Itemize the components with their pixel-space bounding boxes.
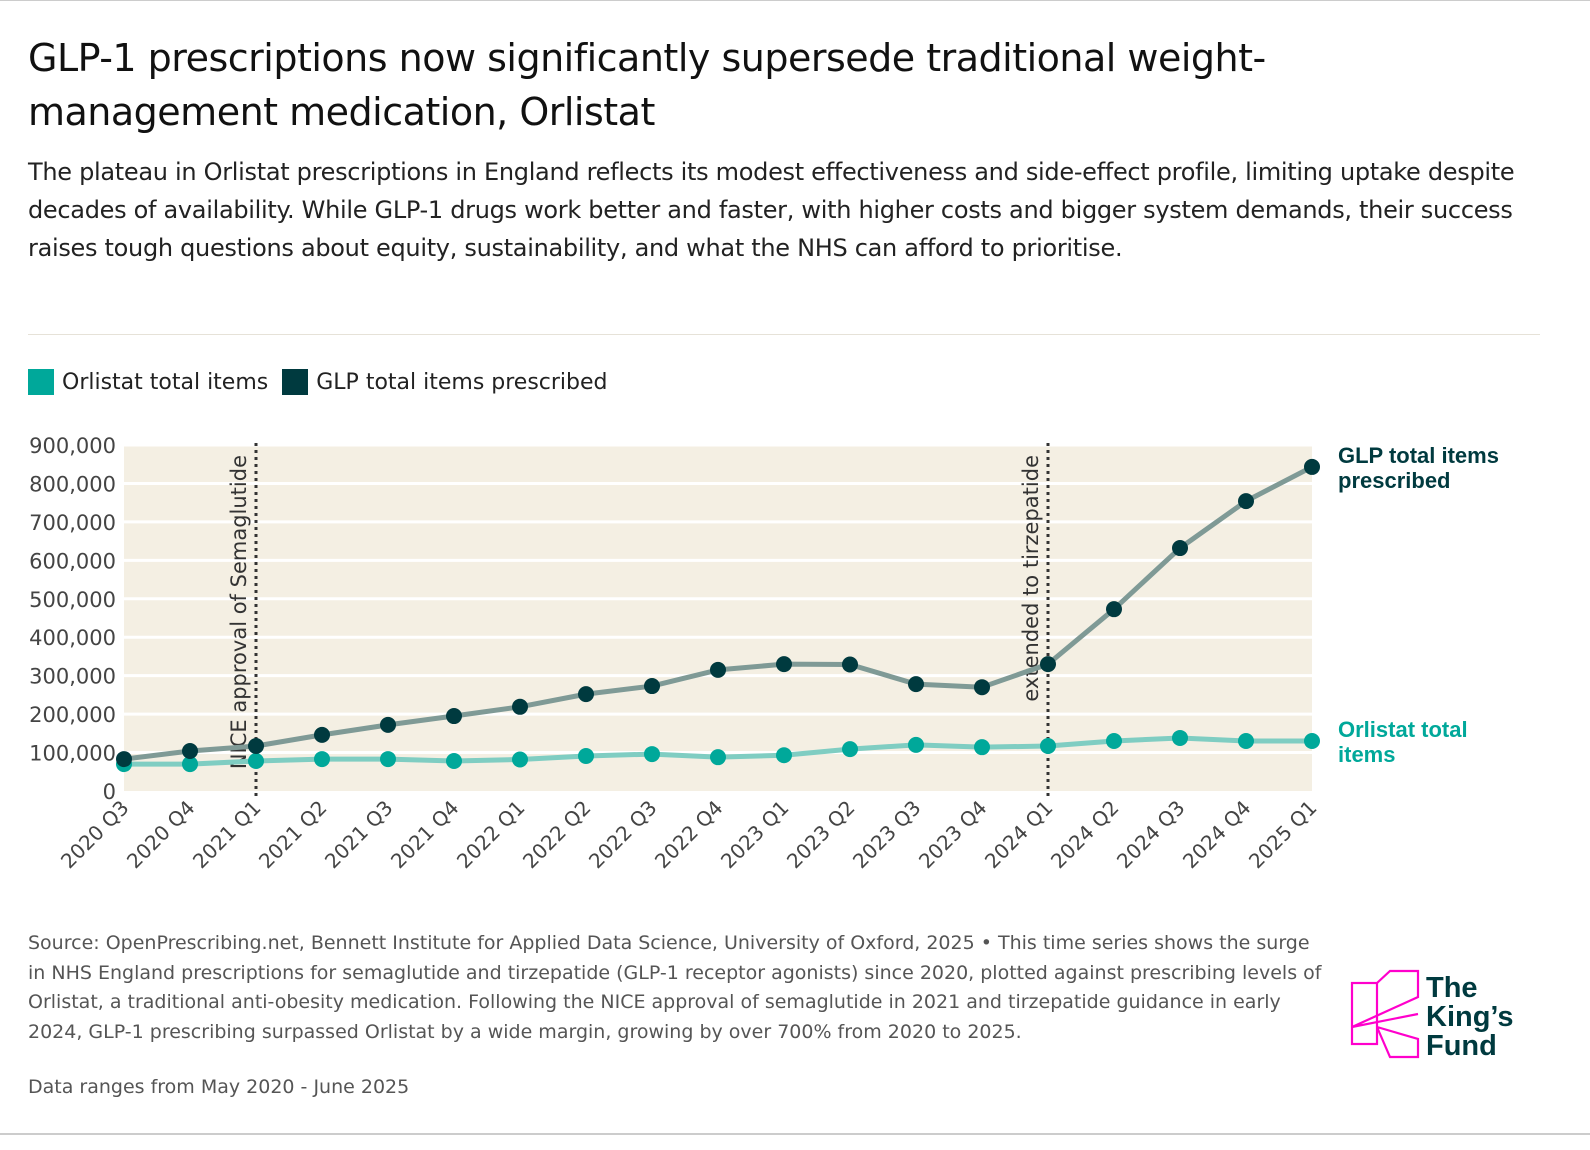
- data-point: [842, 656, 858, 673]
- y-tick-label: 500,000: [29, 588, 116, 612]
- data-point: [512, 698, 528, 715]
- series-end-label: prescribed: [1338, 468, 1451, 493]
- x-tick-label: 2021 Q4: [386, 796, 464, 874]
- data-point: [1040, 738, 1056, 755]
- y-tick-label: 600,000: [29, 549, 116, 573]
- data-point: [1106, 733, 1122, 750]
- y-tick-label: 0: [103, 780, 116, 804]
- legend-item-orlistat: Orlistat total items: [28, 369, 268, 395]
- y-tick-label: 900,000: [29, 434, 116, 458]
- x-tick-label: 2022 Q2: [518, 796, 596, 874]
- data-range-note: Data ranges from May 2020 - June 2025: [28, 1076, 410, 1098]
- series-end-label: items: [1338, 742, 1395, 767]
- x-tick-label: 2025 Q1: [1244, 796, 1322, 874]
- data-point: [578, 748, 594, 765]
- data-point: [248, 753, 264, 770]
- legend-item-glp: GLP total items prescribed: [282, 369, 608, 395]
- data-point: [1304, 458, 1320, 475]
- y-tick-label: 200,000: [29, 703, 116, 727]
- data-point: [380, 751, 396, 768]
- x-tick-label: 2020 Q3: [56, 796, 134, 874]
- x-tick-label: 2023 Q2: [782, 796, 860, 874]
- legend-label-glp: GLP total items prescribed: [316, 369, 608, 395]
- y-tick-label: 700,000: [29, 511, 116, 535]
- data-point: [446, 708, 462, 725]
- x-tick-label: 2023 Q4: [914, 796, 992, 874]
- svg-text:The: The: [1426, 972, 1478, 1004]
- x-tick-label: 2022 Q1: [452, 796, 530, 874]
- data-point: [644, 678, 660, 695]
- data-point: [116, 751, 132, 768]
- legend-swatch-glp: [282, 369, 309, 395]
- data-point: [1172, 729, 1188, 746]
- y-tick-label: 100,000: [29, 742, 116, 766]
- x-tick-label: 2020 Q4: [122, 796, 200, 874]
- series-end-label: GLP total items: [1338, 443, 1499, 468]
- data-point: [182, 743, 198, 760]
- data-point: [1238, 733, 1254, 750]
- data-point: [710, 661, 726, 678]
- y-tick-label: 300,000: [29, 665, 116, 689]
- y-tick-label: 800,000: [29, 472, 116, 496]
- series-end-label: Orlistat total: [1338, 717, 1468, 742]
- bottom-divider: [0, 1133, 1590, 1135]
- data-point: [644, 746, 660, 763]
- y-tick-label: 400,000: [29, 626, 116, 650]
- data-point: [1040, 656, 1056, 673]
- x-tick-label: 2023 Q1: [716, 796, 794, 874]
- divider: [28, 334, 1540, 335]
- x-tick-label: 2022 Q3: [584, 796, 662, 874]
- data-point: [974, 679, 990, 696]
- data-point: [842, 741, 858, 758]
- legend-label-orlistat: Orlistat total items: [62, 369, 269, 395]
- x-tick-label: 2024 Q3: [1112, 796, 1190, 874]
- svg-text:King’s: King’s: [1426, 1001, 1514, 1033]
- data-point: [1304, 733, 1320, 750]
- x-tick-label: 2024 Q1: [980, 796, 1058, 874]
- source-footnote: Source: OpenPrescribing.net, Bennett Ins…: [28, 932, 1322, 1043]
- x-tick-label: 2021 Q2: [254, 796, 332, 874]
- x-tick-label: 2024 Q2: [1046, 796, 1124, 874]
- x-tick-label: 2021 Q1: [188, 796, 266, 874]
- data-point: [1238, 493, 1254, 510]
- data-point: [776, 656, 792, 673]
- data-point: [314, 726, 330, 743]
- kings-fund-logo: The King’s Fund: [1350, 969, 1514, 1062]
- data-point: [380, 716, 396, 733]
- legend: Orlistat total items GLP total items pre…: [28, 369, 608, 395]
- data-point: [578, 686, 594, 703]
- data-point: [512, 751, 528, 768]
- annotation-label: NICE approval of Semaglutide: [227, 455, 251, 769]
- x-tick-label: 2021 Q3: [320, 796, 398, 874]
- data-point: [314, 751, 330, 768]
- svg-text:Fund: Fund: [1426, 1030, 1497, 1062]
- data-point: [182, 756, 198, 773]
- data-point: [776, 747, 792, 764]
- data-point: [974, 739, 990, 756]
- line-chart: 0 100,000 200,000 300,000 400,000 500,000 600,…: [29, 434, 1499, 874]
- x-tick-label: 2023 Q3: [848, 796, 926, 874]
- data-point: [248, 738, 264, 755]
- data-point: [908, 736, 924, 753]
- x-tick-label: 2024 Q4: [1178, 796, 1256, 874]
- annotation-label: extended to tirzepatide: [1019, 455, 1043, 702]
- data-point: [1172, 540, 1188, 557]
- legend-swatch-orlistat: [28, 369, 54, 395]
- data-point: [710, 749, 726, 766]
- x-tick-label: 2022 Q4: [650, 796, 728, 874]
- data-point: [908, 676, 924, 693]
- data-point: [1106, 601, 1122, 618]
- chart-subtitle: The plateau in Orlistat prescriptions in…: [28, 158, 1515, 262]
- data-point: [446, 753, 462, 770]
- chart-title: GLP-1 prescriptions now significantly su…: [28, 36, 1266, 134]
